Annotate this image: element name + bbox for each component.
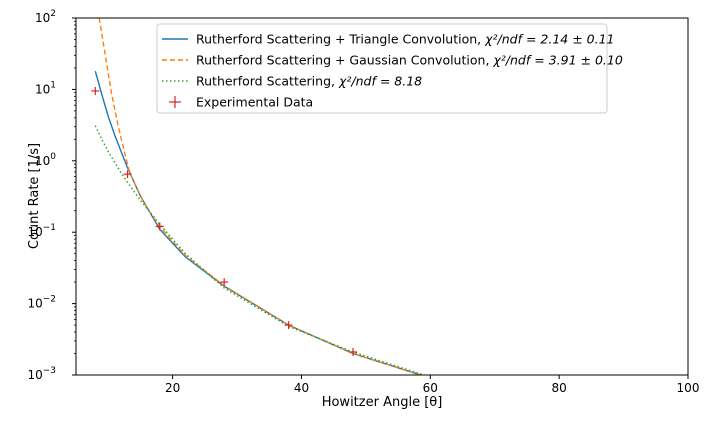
x-tick-label: 80 <box>552 381 567 395</box>
series-line-1 <box>98 18 421 375</box>
data-point <box>284 321 293 330</box>
x-tick-label: 20 <box>165 381 180 395</box>
y-tick-label: 10−2 <box>27 295 56 311</box>
y-tick-label: 100 <box>35 152 56 168</box>
svg-text:Rutherford Scattering + Gaussi: Rutherford Scattering + Gaussian Convolu… <box>196 53 623 68</box>
y-axis-label: Count Rate [1/s] <box>27 143 42 249</box>
svg-text:Experimental Data: Experimental Data <box>196 95 313 110</box>
data-point <box>123 170 132 179</box>
series-line-2 <box>94 125 425 375</box>
data-point <box>220 278 229 287</box>
plot-frame <box>75 17 689 376</box>
series-line-0 <box>94 71 421 375</box>
y-tick-label: 102 <box>35 9 56 25</box>
x-tick-label: 40 <box>294 381 309 395</box>
y-tick-label: 101 <box>35 80 56 96</box>
data-point <box>349 347 358 356</box>
legend-entry: Experimental Data <box>169 95 313 110</box>
legend-entry: Rutherford Scattering + Triangle Convolu… <box>162 32 615 47</box>
legend-box <box>156 23 608 114</box>
x-tick-label: 100 <box>677 381 700 395</box>
y-tick-label: 10−1 <box>27 223 56 239</box>
data-point <box>91 86 100 95</box>
y-tick-label: 10−3 <box>27 366 56 382</box>
x-axis-label: Howitzer Angle [θ] <box>322 395 443 410</box>
legend-entry: Rutherford Scattering, χ²/ndf = 8.18 <box>162 74 422 89</box>
svg-text:Rutherford Scattering, χ²/ndf: Rutherford Scattering, χ²/ndf = 8.18 <box>196 74 422 89</box>
x-tick-label: 60 <box>423 381 438 395</box>
data-point <box>155 222 164 231</box>
legend-entry: Rutherford Scattering + Gaussian Convolu… <box>162 53 623 68</box>
svg-text:Rutherford Scattering + Triang: Rutherford Scattering + Triangle Convolu… <box>196 32 615 47</box>
legend: Rutherford Scattering + Triangle Convolu… <box>156 23 623 114</box>
